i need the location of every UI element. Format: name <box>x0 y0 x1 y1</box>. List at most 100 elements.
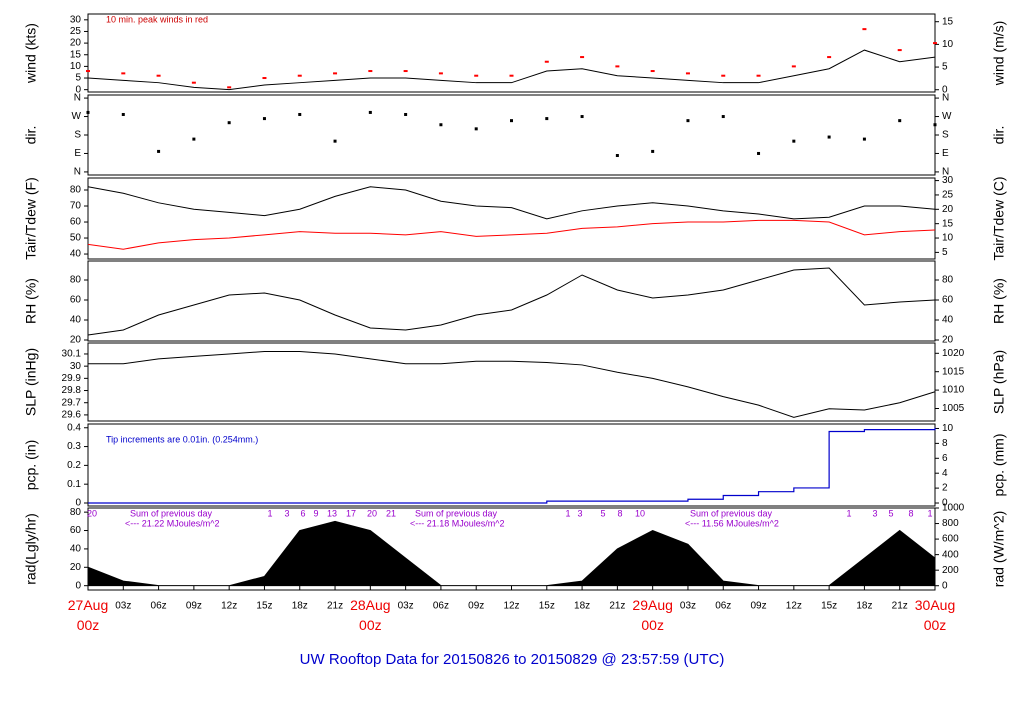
hour-label: 1 <box>267 508 272 518</box>
y-tick-label: 30 <box>70 14 82 25</box>
y-axis-label: RH (%) <box>23 278 39 324</box>
hour-label: 9 <box>313 508 318 518</box>
peak-wind <box>791 65 796 68</box>
y2-tick-label: 40 <box>942 315 954 326</box>
annotation: Tip increments are 0.01in. (0.254mm.) <box>106 434 258 444</box>
y2-axis-label: dir. <box>991 126 1007 145</box>
y2-tick-label: 10 <box>942 39 954 50</box>
direction-dot <box>227 121 231 125</box>
y-tick-label: 0.3 <box>67 441 81 452</box>
y-tick-label: 15 <box>70 49 82 60</box>
peak-wind <box>474 74 479 77</box>
peak-wind <box>191 81 196 84</box>
y2-tick-label: 600 <box>942 534 959 545</box>
y-tick-label: 25 <box>70 26 82 37</box>
sum-value: <--- 11.56 MJoules/m^2 <box>685 518 779 528</box>
y-tick-label: 5 <box>75 73 81 84</box>
y2-tick-label: 15 <box>942 218 954 229</box>
y-tick-label: 29.9 <box>62 373 82 384</box>
y2-tick-label: 4 <box>942 468 948 479</box>
y-tick-label: 30.1 <box>62 349 82 360</box>
y-tick-label: 29.6 <box>62 410 82 421</box>
peak-wind <box>86 70 90 73</box>
direction-dot <box>615 154 619 158</box>
direction-dot <box>404 112 408 116</box>
hour-label: 21 <box>386 508 396 518</box>
series-line <box>87 186 936 220</box>
y-axis-label: pcp. (in) <box>23 440 39 491</box>
x-tick-label: 03z <box>115 601 131 612</box>
x-tick-label: 29Aug 00z <box>632 597 672 633</box>
sum-value: <--- 21.22 MJoules/m^2 <box>125 518 220 528</box>
peak-wind <box>862 28 867 31</box>
y-tick-label: 29.8 <box>62 385 82 396</box>
x-tick-label: 09z <box>468 601 484 612</box>
x-tick-label: 09z <box>750 601 766 612</box>
direction-dot <box>192 137 196 141</box>
y-axis-label: dir. <box>23 126 39 145</box>
y2-tick-label: 6 <box>942 453 948 464</box>
x-tick-label: 30Aug 00z <box>915 597 955 633</box>
y2-tick-label: 1020 <box>942 348 965 359</box>
x-tick-label: 15z <box>539 601 555 612</box>
direction-dot <box>862 137 866 141</box>
direction-dot <box>439 123 443 127</box>
direction-dot <box>933 123 937 127</box>
y-tick-label: W <box>72 111 82 122</box>
hour-label: 20 <box>367 508 377 518</box>
y2-tick-label: 5 <box>942 62 948 73</box>
hour-label: 3 <box>872 508 877 518</box>
x-tick-label: 06z <box>151 601 167 612</box>
peak-wind <box>438 72 443 75</box>
peak-wind <box>827 56 832 59</box>
direction-dot <box>262 117 266 121</box>
hour-label: 17 <box>346 508 356 518</box>
x-tick-label: 12z <box>503 601 519 612</box>
y-axis-label: SLP (inHg) <box>23 348 39 416</box>
y2-axis-label: Tair/Tdew (C) <box>991 176 1007 260</box>
x-tick-label: 03z <box>680 601 696 612</box>
x-tick-label: 09z <box>186 601 202 612</box>
sum-label: Sum of previous day <box>690 508 773 518</box>
peak-wind <box>403 70 408 73</box>
y2-tick-label: 25 <box>942 190 954 201</box>
y-tick-label: 40 <box>70 249 82 260</box>
direction-dot <box>757 151 761 155</box>
hour-label: 20 <box>87 508 97 518</box>
series-line <box>87 219 936 250</box>
peak-wind <box>368 70 373 73</box>
direction-dot <box>686 119 690 123</box>
y2-tick-label: 1015 <box>942 366 965 377</box>
y-tick-label: 0 <box>75 498 81 509</box>
y-tick-label: 0.4 <box>67 422 81 433</box>
peak-wind <box>333 72 338 75</box>
series-line <box>87 49 936 91</box>
direction-dot <box>898 119 902 123</box>
chart-title: UW Rooftop Data for 20150826 to 20150829… <box>300 651 725 668</box>
hour-label: 1 <box>846 508 851 518</box>
y2-tick-label: 10 <box>942 423 954 434</box>
y2-tick-label: 2 <box>942 483 948 494</box>
x-tick-label: 15z <box>821 601 837 612</box>
x-tick-label: 21z <box>609 601 625 612</box>
peak-wind <box>544 60 549 63</box>
direction-dot <box>721 115 725 119</box>
y2-axis-label: rad (W/m^2) <box>991 511 1007 588</box>
hour-label: 5 <box>888 508 893 518</box>
sum-value: <--- 21.18 MJoules/m^2 <box>410 518 505 528</box>
y-tick-label: 70 <box>70 201 82 212</box>
y2-axis-label: pcp. (mm) <box>991 434 1007 497</box>
y2-tick-label: 80 <box>942 275 954 286</box>
y-tick-label: 0.1 <box>67 479 81 490</box>
y2-tick-label: N <box>942 93 949 104</box>
y-tick-label: 50 <box>70 233 82 244</box>
panel-frame <box>87 260 936 342</box>
y-tick-label: 20 <box>70 562 82 573</box>
y-tick-label: 40 <box>70 544 82 555</box>
hour-label: 10 <box>635 508 645 518</box>
hour-label: 1 <box>565 508 570 518</box>
hour-label: 3 <box>577 508 582 518</box>
x-tick-label: 06z <box>715 601 731 612</box>
y2-axis-label: RH (%) <box>991 278 1007 324</box>
y2-tick-label: N <box>942 167 949 178</box>
